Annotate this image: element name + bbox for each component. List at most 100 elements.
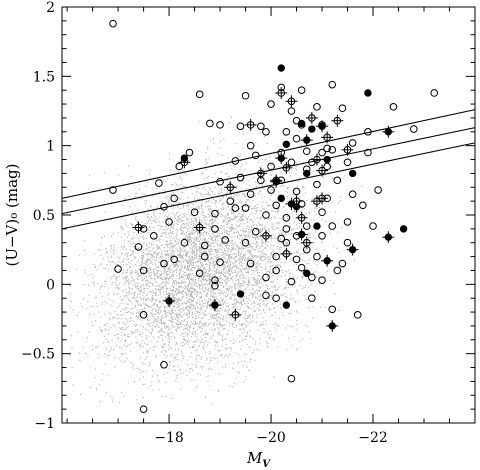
open-point <box>267 100 275 108</box>
point-marker <box>236 122 245 131</box>
open-point <box>287 158 296 167</box>
filled-point-with-cross <box>382 231 395 244</box>
point-marker <box>211 281 219 290</box>
open-point <box>262 211 270 219</box>
open-point <box>231 157 240 165</box>
point-marker <box>251 227 260 236</box>
point-marker <box>180 154 189 162</box>
point-marker <box>302 222 311 230</box>
open-point <box>272 252 280 261</box>
open-point <box>374 186 382 194</box>
point-marker <box>364 128 372 136</box>
point-marker <box>313 180 321 189</box>
point-marker <box>282 225 291 233</box>
open-point <box>139 225 148 233</box>
point-marker <box>277 194 285 203</box>
open-point <box>353 311 362 319</box>
fit-line-3 <box>61 142 476 230</box>
point-marker <box>338 259 347 268</box>
open-point <box>175 162 184 171</box>
open-point <box>364 128 372 136</box>
open-point <box>109 186 117 194</box>
open-point <box>246 141 255 150</box>
open-point <box>430 89 439 97</box>
point-marker <box>241 204 250 212</box>
point-marker <box>287 107 296 115</box>
open-point <box>170 194 178 203</box>
point-marker <box>160 259 168 268</box>
open-point <box>297 86 306 94</box>
point-marker <box>364 89 372 97</box>
open-point <box>338 259 347 268</box>
point-marker <box>109 186 117 194</box>
open-point <box>308 294 316 303</box>
point-marker <box>155 179 163 187</box>
open-point <box>318 208 326 217</box>
filled-point-with-cross <box>321 254 334 267</box>
open-point <box>149 232 158 240</box>
point-marker <box>236 290 245 298</box>
open-point <box>328 146 337 154</box>
point-marker <box>292 255 301 264</box>
filled-point <box>313 222 321 230</box>
x-tick-label: −18 <box>154 430 184 446</box>
open-point-with-cross <box>305 111 318 124</box>
open-point <box>328 305 337 314</box>
point-marker <box>348 190 357 198</box>
y-tick-label: 0 <box>46 277 55 293</box>
point-marker <box>303 269 311 277</box>
open-point <box>348 190 357 198</box>
point-marker <box>195 90 204 99</box>
x-axis-label: MV <box>246 449 271 470</box>
filled-point-with-cross <box>316 120 329 133</box>
open-point <box>236 122 245 131</box>
open-point-with-cross <box>224 181 237 194</box>
point-marker <box>277 234 286 243</box>
point-marker <box>262 273 270 282</box>
open-point <box>251 151 260 160</box>
filled-point-with-cross <box>275 152 288 165</box>
point-marker <box>374 186 382 194</box>
open-point <box>195 269 204 278</box>
open-point <box>139 266 148 275</box>
point-marker <box>139 405 148 413</box>
open-point-with-cross <box>132 221 145 234</box>
point-marker <box>216 177 224 186</box>
open-point <box>155 179 163 187</box>
x-axis-label-subscript: V <box>262 459 271 470</box>
open-point <box>313 103 321 111</box>
point-marker <box>246 259 255 268</box>
open-point <box>313 252 321 261</box>
fit-line-1 <box>61 109 476 199</box>
y-tick-label: 0.5 <box>33 208 55 224</box>
point-marker <box>308 273 316 282</box>
open-point <box>211 209 219 218</box>
open-point-with-cross <box>280 247 293 260</box>
filled-point <box>303 169 311 178</box>
point-marker <box>262 128 270 136</box>
data-points <box>109 19 439 413</box>
series-filled-circle <box>180 64 408 309</box>
x-tick-label: −22 <box>358 430 388 446</box>
plot-frame <box>61 6 476 424</box>
open-point <box>114 265 122 273</box>
x-axis-label-main: M <box>246 449 263 467</box>
open-point <box>272 201 280 210</box>
point-marker <box>343 158 352 167</box>
open-point <box>241 91 250 100</box>
open-point <box>318 276 326 284</box>
point-marker <box>134 243 143 251</box>
point-marker <box>328 146 337 154</box>
open-point <box>134 243 143 251</box>
open-point <box>211 225 219 233</box>
open-point <box>318 148 326 157</box>
open-point <box>200 241 209 250</box>
point-marker <box>399 225 408 233</box>
point-marker <box>328 305 337 314</box>
point-marker <box>323 155 331 164</box>
point-marker <box>272 252 280 261</box>
open-point <box>292 187 301 196</box>
filled-point <box>348 169 357 178</box>
open-point <box>343 238 352 247</box>
